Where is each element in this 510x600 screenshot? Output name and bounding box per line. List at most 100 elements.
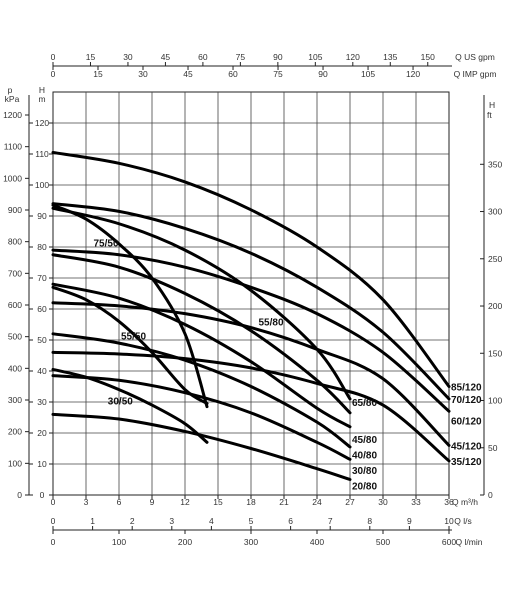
head-tick-label: 80 [37,242,47,252]
curve-30-50 [51,367,209,444]
ft-tick-label: 100 [488,396,502,406]
us-gpm-tick-label: 0 [51,52,56,62]
ls-tick-label: 6 [288,516,293,526]
curve-65-80 [51,206,352,401]
ls-tick-label: 8 [367,516,372,526]
curve-label: 45/80 [352,435,377,446]
imp-gpm-tick-label: 30 [138,69,148,79]
us-gpm-tick-label: 45 [161,52,171,62]
lmin-tick-label: 400 [310,537,324,547]
us-gpm-tick-label: 30 [123,52,133,62]
ls-tick-label: 4 [209,516,214,526]
imp-gpm-tick-label: 15 [93,69,103,79]
head-tick-label: 10 [37,459,47,469]
head-tick-label: 100 [35,180,49,190]
lmin-tick-label: 200 [178,537,192,547]
x-tick-label: 21 [279,497,289,507]
pressure-tick-label: 500 [8,332,22,342]
ls-axis-label: Q l/s [454,516,471,526]
x-tick-label: 33 [411,497,421,507]
x-tick-label: 12 [180,497,190,507]
ft-axis-unit: ft [487,110,492,120]
x-tick-label: 36 [444,497,454,507]
imp-gpm-axis-label: Q IMP gpm [454,69,497,79]
us-gpm-tick-label: 150 [421,52,435,62]
x-tick-label: 0 [51,497,56,507]
head-tick-label: 90 [37,211,47,221]
head-tick-label: 70 [37,273,47,283]
ft-tick-label: 350 [488,159,502,169]
head-tick-label: 110 [35,149,49,159]
pressure-tick-label: 400 [8,363,22,373]
imp-gpm-tick-label: 60 [228,69,238,79]
curve-20-80 [51,412,352,481]
x-tick-label: 6 [117,497,122,507]
ls-tick-label: 1 [90,516,95,526]
imp-gpm-tick-label: 120 [406,69,420,79]
x-tick-label: 9 [150,497,155,507]
x-tick-label: 27 [345,497,355,507]
us-gpm-tick-label: 90 [273,52,283,62]
head-tick-label: 50 [37,335,47,345]
pressure-tick-label: 900 [8,205,22,215]
us-gpm-tick-label: 75 [236,52,246,62]
curve-label: 75/50 [94,238,119,249]
curve-35-120 [51,350,451,463]
x-axis-label: Q m³/h [452,497,478,507]
lmin-tick-label: 100 [112,537,126,547]
curve-label: 35/120 [451,457,482,468]
pressure-tick-label: 800 [8,237,22,247]
pressure-tick-label: 1100 [4,142,23,152]
pressure-tick-label: 600 [8,300,22,310]
ft-tick-label: 150 [488,348,502,358]
head-tick-label: 120 [35,118,49,128]
lmin-tick-label: 500 [376,537,390,547]
x-tick-label: 3 [84,497,89,507]
curve-label: 40/80 [352,451,377,462]
curve-70-120 [51,202,451,401]
imp-gpm-tick-label: 75 [273,69,283,79]
ls-tick-label: 0 [51,516,56,526]
head-tick-label: 30 [37,397,47,407]
lmin-tick-label: 600 [442,537,456,547]
lmin-axis-label: Q l/min [456,537,483,547]
curve-label: 85/120 [451,383,482,394]
curve-label: 30/80 [352,466,377,477]
pressure-tick-label: 200 [8,427,22,437]
ls-tick-label: 9 [407,516,412,526]
ft-tick-label: 250 [488,254,502,264]
curve-label: 65/80 [352,398,377,409]
ft-tick-label: 200 [488,301,502,311]
pressure-tick-label: 700 [8,268,22,278]
curve-label: 70/120 [451,395,482,406]
ls-tick-label: 7 [328,516,333,526]
pressure-tick-label: 1200 [3,110,22,120]
imp-gpm-tick-label: 45 [183,69,193,79]
ft-tick-label: 0 [488,490,493,500]
ls-tick-label: 5 [249,516,254,526]
us-gpm-tick-label: 60 [198,52,208,62]
lmin-tick-label: 300 [244,537,258,547]
head-tick-label: 0 [40,490,45,500]
us-gpm-tick-label: 120 [346,52,360,62]
pressure-axis-unit: kPa [5,94,20,104]
x-tick-label: 18 [246,497,256,507]
ls-tick-label: 10 [444,516,454,526]
pressure-axis-label: p [8,85,13,95]
curve-label: 20/80 [352,482,377,493]
head-tick-label: 20 [37,428,47,438]
curve-85-120 [51,150,451,388]
curve-30-80 [51,374,352,461]
ft-axis-label: H [489,100,495,110]
us-gpm-tick-label: 15 [86,52,96,62]
head-axis-unit: m [38,94,45,104]
ft-tick-label: 300 [488,207,502,217]
pressure-tick-label: 0 [17,490,22,500]
x-tick-label: 24 [312,497,322,507]
curve-label: 45/120 [451,441,482,452]
imp-gpm-tick-label: 0 [51,69,56,79]
curve-label: 55/80 [259,317,284,328]
ls-tick-label: 3 [169,516,174,526]
lmin-tick-label: 0 [51,537,56,547]
